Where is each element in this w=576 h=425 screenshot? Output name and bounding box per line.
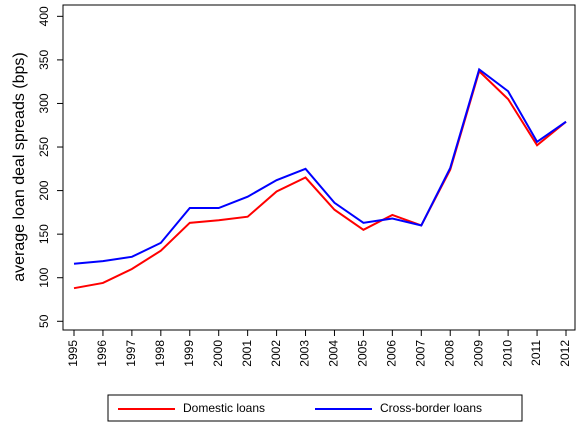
x-tick-label: 2009 [471,340,485,367]
y-tick-label: 100 [37,267,51,287]
series-line [73,69,567,290]
legend-label: Domestic loans [183,401,265,415]
series-line [73,67,567,265]
plot-frame [62,4,576,331]
legend-label: Cross-border loans [380,401,482,415]
y-tick-label: 300 [37,93,51,113]
x-tick-label: 2001 [240,340,254,367]
x-tick-label: 2002 [269,340,283,367]
x-tick-label: 2000 [211,340,225,367]
y-tick-label: 150 [37,224,51,244]
legend-frame [107,394,523,422]
x-tick-label: 1996 [95,340,109,367]
x-tick-label: 2010 [500,340,514,367]
x-tick-label: 1999 [182,340,196,367]
x-tick-label: 2008 [442,340,456,367]
x-tick-label: 2005 [356,340,370,367]
x-tick-label: 1997 [124,340,138,367]
x-tick-label: 2003 [298,340,312,367]
x-tick-label: 1998 [153,340,167,367]
y-tick-label: 350 [37,50,51,70]
x-tick-label: 1995 [66,340,80,367]
y-tick-label: 250 [37,137,51,157]
y-tick-label: 400 [37,6,51,26]
y-axis-title: average loan deal spreads (bps) [11,52,28,281]
x-tick-label: 2011 [529,340,543,366]
y-tick-label: 50 [37,314,51,328]
x-tick-label: 2006 [385,340,399,367]
x-tick-label: 2007 [413,340,427,367]
x-tick-label: 2012 [558,340,572,367]
x-tick-label: 2004 [327,340,341,367]
y-tick-label: 200 [37,180,51,200]
